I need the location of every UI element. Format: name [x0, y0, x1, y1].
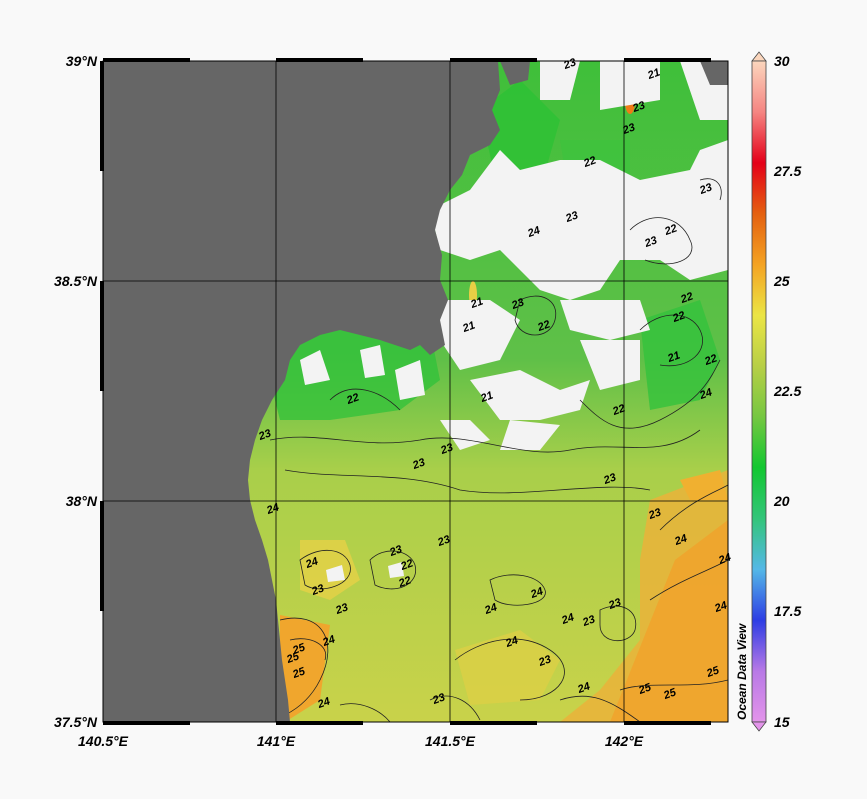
- frame-ticks: [100, 58, 711, 725]
- contour-label: 22: [610, 402, 627, 418]
- colorbar-tick-15: 15: [774, 714, 790, 730]
- contour-label: 22: [702, 352, 719, 368]
- contour-label: 24: [503, 634, 520, 650]
- contour-label: 23: [620, 121, 637, 137]
- contour-label: 21: [665, 349, 682, 365]
- contour-label: 25: [661, 686, 678, 702]
- contour-label: 23: [410, 456, 427, 472]
- contour-label: 24: [525, 224, 542, 240]
- contour-label: 23: [536, 653, 553, 669]
- contour-label: 23: [430, 691, 447, 707]
- contour-label: 21: [645, 66, 662, 82]
- lon-label-141: 141°E: [257, 733, 296, 749]
- lon-label-140-5: 140.5°E: [78, 733, 129, 749]
- colorbar: 30 27.5 25 22.5 20 17.5 15 Ocean Data Vi…: [735, 51, 801, 732]
- contour-label: 24: [712, 599, 729, 615]
- contour-label: 22: [662, 222, 679, 238]
- lat-label-38: 38°N: [66, 493, 98, 509]
- contour-label: 25: [290, 665, 307, 681]
- colorbar-tick-17-5: 17.5: [774, 603, 801, 619]
- contour-label: 22: [535, 318, 552, 334]
- contour-label: 23: [646, 506, 663, 522]
- contour-label: 23: [435, 533, 452, 549]
- contour-label: 22: [398, 557, 415, 573]
- land-mass: [103, 61, 728, 722]
- contour-label: 24: [575, 680, 592, 696]
- contour-label: 23: [256, 427, 273, 443]
- contour-label: 21: [460, 319, 477, 335]
- contour-label: 24: [303, 555, 320, 571]
- graticule-grid: [103, 61, 728, 722]
- colorbar-tick-27-5: 27.5: [773, 163, 801, 179]
- colorbar-tick-22-5: 22.5: [773, 383, 801, 399]
- contour-label: 23: [387, 543, 404, 559]
- map-plot-area: [100, 58, 729, 725]
- lat-label-38-5: 38.5°N: [54, 273, 98, 289]
- contour-label: 23: [697, 181, 714, 197]
- y-axis-labels: 39°N 38.5°N 38°N 37.5°N: [54, 53, 98, 730]
- contour-label: 24: [697, 386, 714, 402]
- colorbar-tick-30: 30: [774, 53, 790, 69]
- contour-label: 23: [561, 56, 578, 72]
- contour-label: 24: [315, 695, 332, 711]
- contour-label: 23: [580, 613, 597, 629]
- contour-label: 23: [563, 209, 580, 225]
- contour-label: 22: [396, 574, 413, 590]
- contour-label: 24: [716, 551, 733, 567]
- contour-label: 25: [704, 664, 721, 680]
- lon-label-142: 142°E: [605, 733, 644, 749]
- x-axis-labels: 140.5°E 141°E 141.5°E 142°E: [78, 733, 644, 749]
- no-data-cloud-mask: [300, 61, 728, 582]
- contour-label: 24: [264, 501, 281, 517]
- contour-label: 24: [482, 601, 499, 617]
- contour-label: 23: [642, 234, 659, 250]
- colorbar-tick-25: 25: [773, 273, 790, 289]
- lon-label-141-5: 141.5°E: [425, 733, 476, 749]
- contour-label: 25: [284, 650, 301, 666]
- lat-label-39: 39°N: [66, 53, 98, 69]
- colorbar-top-arrow: [751, 51, 767, 62]
- contour-label: 23: [438, 441, 455, 457]
- colorbar-tick-20: 20: [773, 493, 790, 509]
- contour-label: 22: [581, 154, 598, 170]
- contour-label: 21: [478, 389, 495, 405]
- contour-label: 24: [528, 585, 545, 601]
- lat-label-37-5: 37.5°N: [54, 714, 98, 730]
- contour-label: 25: [290, 641, 307, 657]
- contour-label: 22: [344, 391, 361, 407]
- contour-label: 23: [601, 471, 618, 487]
- contour-label: 24: [320, 633, 337, 649]
- contour-label: 23: [309, 582, 326, 598]
- contour-label: 22: [670, 309, 687, 325]
- contour-label: 25: [636, 681, 653, 697]
- contour-label: 23: [509, 296, 526, 312]
- contour-label: 23: [606, 596, 623, 612]
- contour-label: 23: [630, 99, 647, 115]
- colorbar-ramp: [751, 60, 767, 723]
- colorbar-bottom-arrow: [751, 721, 767, 732]
- ocean-data-view-watermark: Ocean Data View: [735, 623, 749, 720]
- contour-label: 24: [559, 611, 576, 627]
- contour-label: 22: [678, 290, 695, 306]
- contour-label: 23: [333, 601, 350, 617]
- map-frame: [102, 60, 729, 723]
- contour-label: 21: [468, 295, 485, 311]
- contour-label: 24: [672, 532, 689, 548]
- contour-lines: [269, 178, 728, 722]
